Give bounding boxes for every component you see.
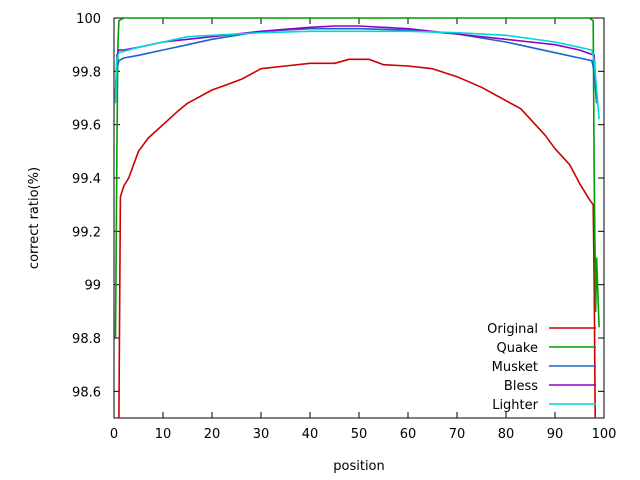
x-tick-label: 80: [498, 427, 515, 442]
legend-label-quake: Quake: [496, 341, 538, 356]
series-lines: [114, 18, 600, 418]
y-tick-label: 98.6: [72, 385, 101, 400]
x-tick-label: 30: [253, 427, 270, 442]
y-tick-label: 99.6: [72, 119, 101, 134]
series-line-quake: [114, 18, 600, 339]
legend: Original Quake Musket Bless Lighter: [487, 322, 596, 413]
y-tick-label: 99.4: [72, 172, 101, 187]
y-axis-label: correct ratio(%): [27, 167, 42, 269]
x-tick-label: 70: [449, 427, 466, 442]
x-tick-label: 10: [155, 427, 172, 442]
x-tick-label: 90: [547, 427, 564, 442]
legend-label-lighter: Lighter: [492, 398, 538, 413]
y-tick-label: 99.2: [72, 225, 101, 240]
x-tick-label: 40: [302, 427, 319, 442]
legend-label-musket: Musket: [492, 360, 538, 375]
series-line-original: [118, 58, 596, 418]
series-line-bless: [114, 25, 598, 99]
x-axis-ticks: 0 10 20 30 40 50 60 70 80 90 100: [110, 18, 617, 442]
series-line-musket: [114, 27, 598, 104]
x-tick-label: 100: [592, 427, 617, 442]
x-tick-label: 60: [400, 427, 417, 442]
plot-frame: [113, 17, 605, 419]
legend-label-original: Original: [487, 322, 538, 337]
y-tick-label: 100: [76, 12, 101, 27]
x-tick-label: 20: [204, 427, 221, 442]
legend-label-bless: Bless: [504, 379, 538, 394]
x-tick-label: 0: [110, 427, 118, 442]
x-tick-label: 50: [351, 427, 368, 442]
y-tick-label: 99.8: [72, 65, 101, 80]
series-line-lighter: [114, 30, 600, 120]
y-tick-label: 98.8: [72, 332, 101, 347]
plot-border: [113, 17, 605, 419]
x-axis-label: position: [333, 459, 385, 474]
y-tick-label: 99: [84, 279, 101, 294]
